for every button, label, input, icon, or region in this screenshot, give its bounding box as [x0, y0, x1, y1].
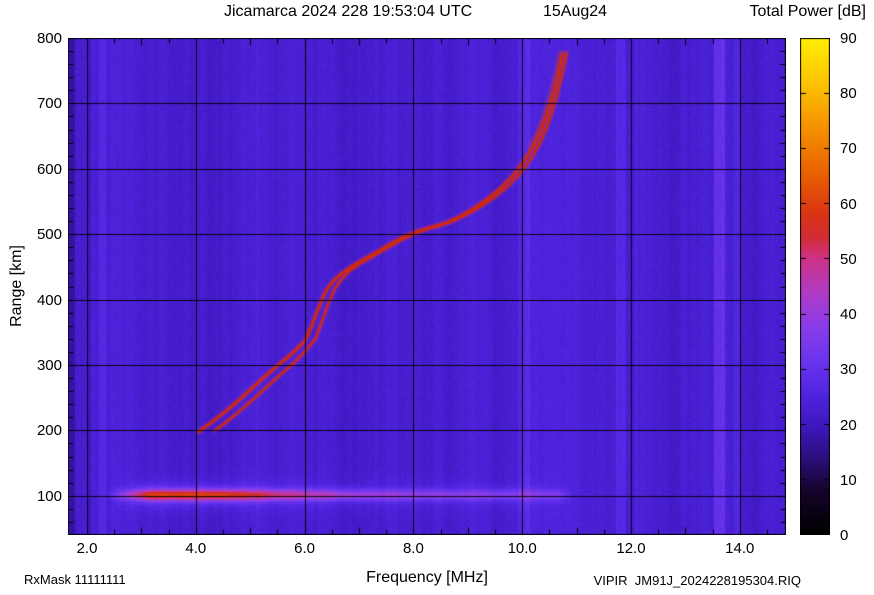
y-tick-label: 800 — [36, 30, 62, 47]
source-filename: VIPIR JM91J_2024228195304.RIQ — [593, 573, 801, 588]
y-tick-label: 500 — [36, 226, 62, 244]
colorbar-tick-label: 90 — [840, 30, 857, 47]
colorbar-tick-label: 10 — [840, 471, 857, 489]
x-tick-label: 14.0 — [725, 540, 755, 557]
colorbar-tick-label: 60 — [840, 195, 857, 213]
rxmask-annotation: RxMask 11111111 — [24, 572, 126, 587]
colorbar-tick-label: 20 — [840, 416, 857, 434]
y-tick-label: 700 — [36, 95, 62, 113]
colorbar-tick-label: 40 — [840, 306, 857, 324]
colorbar-tick-label: 80 — [840, 85, 857, 103]
colorbar-tick-label: 0 — [840, 527, 849, 544]
y-tick-label: 300 — [36, 356, 62, 374]
colorbar-tick-label: 70 — [840, 140, 857, 158]
y-axis-label: Range [km] — [8, 245, 25, 327]
colorbar-gradient — [800, 38, 830, 535]
ionogram-heatmap-canvas — [68, 38, 786, 535]
x-tick-label: 10.0 — [507, 540, 537, 557]
title-date: 15Aug24 — [543, 3, 608, 20]
y-tick-label: 200 — [36, 422, 62, 440]
colorbar-tick-label: 30 — [840, 361, 857, 379]
x-axis-label: Frequency [MHz] — [366, 569, 488, 586]
x-tick-label: 6.0 — [294, 540, 316, 557]
y-tick-label: 400 — [36, 291, 62, 309]
x-tick-label: 4.0 — [185, 540, 207, 557]
colorbar-tick-label: 50 — [840, 250, 857, 268]
y-tick-label: 100 — [36, 487, 62, 505]
x-tick-label: 2.0 — [76, 540, 98, 557]
page-title: Jicamarca 2024 228 19:53:04 UTC — [224, 3, 473, 20]
colorbar-title: Total Power [dB] — [749, 3, 867, 20]
x-tick-label: 12.0 — [616, 540, 646, 557]
x-tick-label: 8.0 — [402, 540, 424, 557]
y-tick-label: 600 — [36, 160, 62, 178]
